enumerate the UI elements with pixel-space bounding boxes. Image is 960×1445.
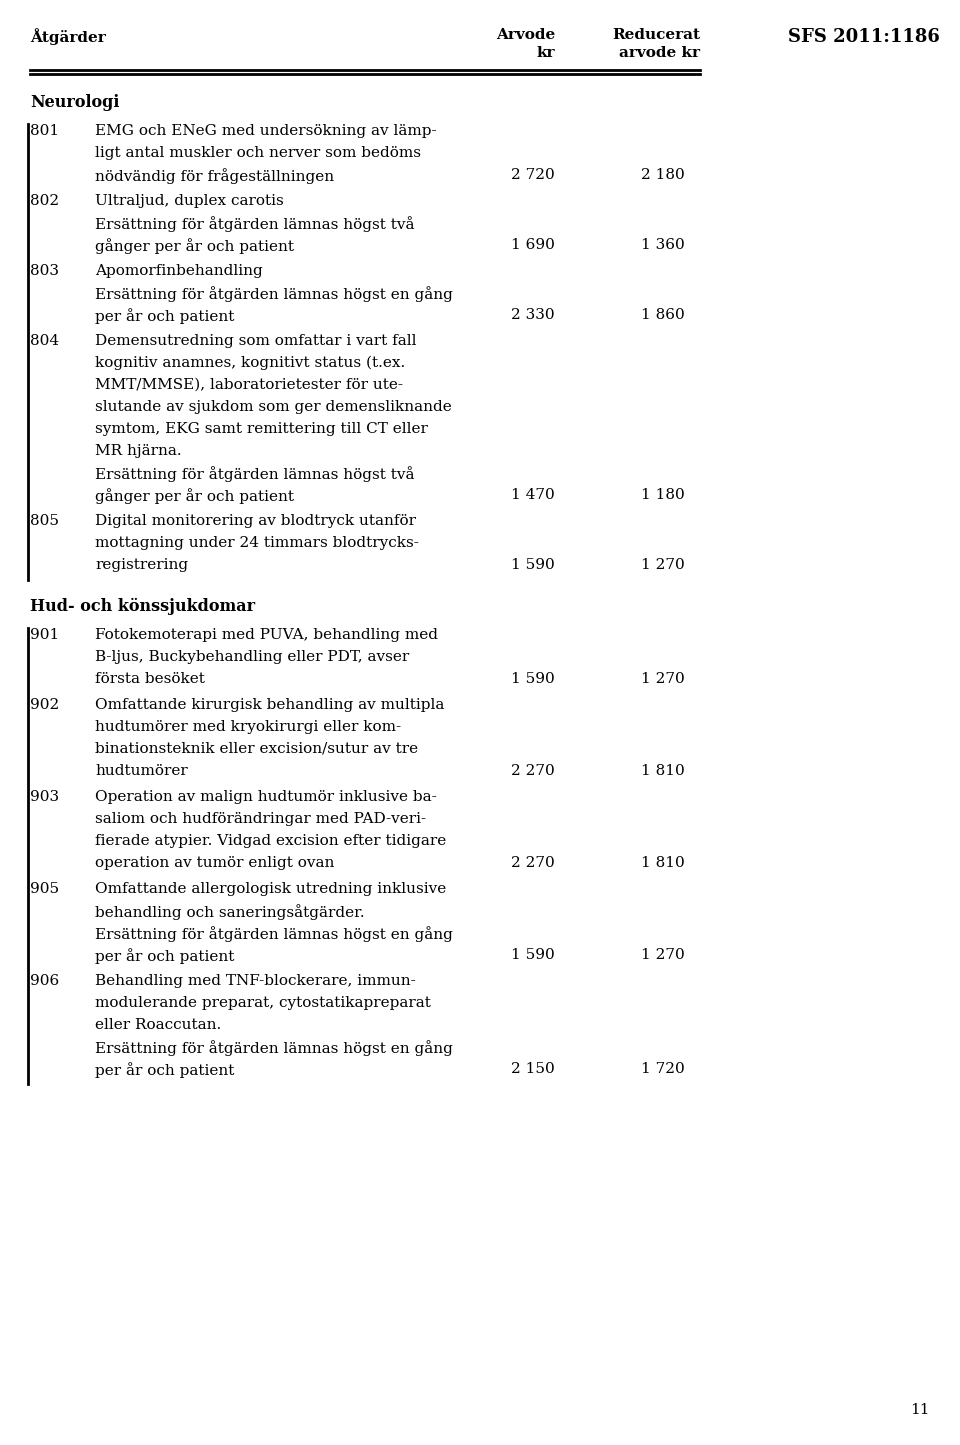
Text: symtom, EKG samt remittering till CT eller: symtom, EKG samt remittering till CT ell… [95,422,428,436]
Text: ligt antal muskler och nerver som bedöms: ligt antal muskler och nerver som bedöms [95,146,421,160]
Text: 801: 801 [30,124,60,139]
Text: Demensutredning som omfattar i vart fall: Demensutredning som omfattar i vart fall [95,334,417,348]
Text: fierade atypier. Vidgad excision efter tidigare: fierade atypier. Vidgad excision efter t… [95,834,446,848]
Text: operation av tumör enligt ovan: operation av tumör enligt ovan [95,855,334,870]
Text: 802: 802 [30,194,60,208]
Text: kognitiv anamnes, kognitivt status (t.ex.: kognitiv anamnes, kognitivt status (t.ex… [95,355,405,370]
Text: Hud- och könssjukdomar: Hud- och könssjukdomar [30,598,255,616]
Text: registrering: registrering [95,558,188,572]
Text: gånger per år och patient: gånger per år och patient [95,488,294,504]
Text: 2 150: 2 150 [512,1062,555,1077]
Text: 803: 803 [30,264,59,277]
Text: 901: 901 [30,629,60,642]
Text: 805: 805 [30,514,59,527]
Text: mottagning under 24 timmars blodtrycks-: mottagning under 24 timmars blodtrycks- [95,536,419,551]
Text: 2 270: 2 270 [512,855,555,870]
Text: eller Roaccutan.: eller Roaccutan. [95,1017,221,1032]
Text: MMT/MMSE), laboratorietester för ute-: MMT/MMSE), laboratorietester för ute- [95,379,403,392]
Text: första besöket: första besöket [95,672,204,686]
Text: hudtumörer: hudtumörer [95,764,188,777]
Text: saliom och hudförändringar med PAD-veri-: saliom och hudförändringar med PAD-veri- [95,812,426,827]
Text: Ersättning för åtgärden lämnas högst två: Ersättning för åtgärden lämnas högst två [95,465,415,481]
Text: 2 180: 2 180 [641,168,685,182]
Text: 1 360: 1 360 [641,238,685,251]
Text: behandling och saneringsåtgärder.: behandling och saneringsåtgärder. [95,905,365,920]
Text: Fotokemoterapi med PUVA, behandling med: Fotokemoterapi med PUVA, behandling med [95,629,438,642]
Text: slutande av sjukdom som ger demensliknande: slutande av sjukdom som ger demensliknan… [95,400,452,415]
Text: gånger per år och patient: gånger per år och patient [95,238,294,254]
Text: Reducerat: Reducerat [612,27,700,42]
Text: 1 690: 1 690 [511,238,555,251]
Text: 906: 906 [30,974,60,988]
Text: binationsteknik eller excision/sutur av tre: binationsteknik eller excision/sutur av … [95,741,419,756]
Text: Arvode: Arvode [495,27,555,42]
Text: 905: 905 [30,881,60,896]
Text: Omfattande allergologisk utredning inklusive: Omfattande allergologisk utredning inklu… [95,881,446,896]
Text: 11: 11 [910,1403,930,1418]
Text: 1 590: 1 590 [512,558,555,572]
Text: Behandling med TNF-blockerare, immun-: Behandling med TNF-blockerare, immun- [95,974,416,988]
Text: Apomorfinbehandling: Apomorfinbehandling [95,264,263,277]
Text: EMG och ENeG med undersökning av lämp-: EMG och ENeG med undersökning av lämp- [95,124,437,139]
Text: nödvändig för frågeställningen: nödvändig för frågeställningen [95,168,334,184]
Text: 1 590: 1 590 [512,672,555,686]
Text: 1 470: 1 470 [512,488,555,501]
Text: 1 720: 1 720 [641,1062,685,1077]
Text: kr: kr [537,46,555,61]
Text: 1 270: 1 270 [641,558,685,572]
Text: Neurologi: Neurologi [30,94,119,111]
Text: 902: 902 [30,698,60,712]
Text: 1 590: 1 590 [512,948,555,962]
Text: 2 720: 2 720 [512,168,555,182]
Text: per år och patient: per år och patient [95,948,234,964]
Text: 804: 804 [30,334,60,348]
Text: Operation av malign hudtumör inklusive ba-: Operation av malign hudtumör inklusive b… [95,790,437,803]
Text: Ersättning för åtgärden lämnas högst en gång: Ersättning för åtgärden lämnas högst en … [95,1040,453,1056]
Text: 2 270: 2 270 [512,764,555,777]
Text: 1 270: 1 270 [641,948,685,962]
Text: modulerande preparat, cytostatikapreparat: modulerande preparat, cytostatikaprepara… [95,996,431,1010]
Text: Omfattande kirurgisk behandling av multipla: Omfattande kirurgisk behandling av multi… [95,698,444,712]
Text: Digital monitorering av blodtryck utanför: Digital monitorering av blodtryck utanfö… [95,514,416,527]
Text: arvode kr: arvode kr [619,46,700,61]
Text: Ersättning för åtgärden lämnas högst en gång: Ersättning för åtgärden lämnas högst en … [95,926,453,942]
Text: Åtgärder: Åtgärder [30,27,106,45]
Text: hudtumörer med kryokirurgi eller kom-: hudtumörer med kryokirurgi eller kom- [95,720,401,734]
Text: 1 270: 1 270 [641,672,685,686]
Text: 903: 903 [30,790,60,803]
Text: 2 330: 2 330 [512,308,555,322]
Text: per år och patient: per år och patient [95,1062,234,1078]
Text: 1 810: 1 810 [641,855,685,870]
Text: 1 180: 1 180 [641,488,685,501]
Text: MR hjärna.: MR hjärna. [95,444,181,458]
Text: 1 860: 1 860 [641,308,685,322]
Text: SFS 2011:1186: SFS 2011:1186 [788,27,940,46]
Text: 1 810: 1 810 [641,764,685,777]
Text: Ersättning för åtgärden lämnas högst två: Ersättning för åtgärden lämnas högst två [95,215,415,231]
Text: B-ljus, Buckybehandling eller PDT, avser: B-ljus, Buckybehandling eller PDT, avser [95,650,409,665]
Text: Ersättning för åtgärden lämnas högst en gång: Ersättning för åtgärden lämnas högst en … [95,286,453,302]
Text: per år och patient: per år och patient [95,308,234,324]
Text: Ultraljud, duplex carotis: Ultraljud, duplex carotis [95,194,284,208]
